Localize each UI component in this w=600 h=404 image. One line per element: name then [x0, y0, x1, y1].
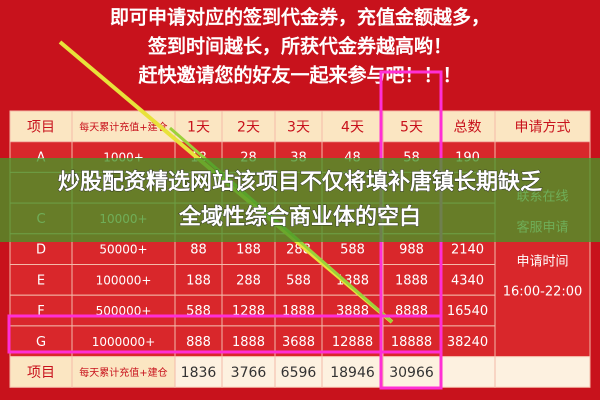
cell-text: D	[36, 243, 46, 258]
table-cell	[71, 294, 176, 327]
cell-text: 188	[186, 273, 211, 288]
cell-text: 项目	[27, 119, 55, 135]
table-cell	[494, 110, 591, 143]
cell-text: 288	[236, 273, 261, 288]
cell-text: 16540	[447, 304, 488, 319]
cell-text: 30966	[389, 365, 434, 381]
cell-text: 申请方式	[515, 119, 571, 135]
cell-text: 4天	[341, 119, 364, 135]
cell-text: 3688	[282, 335, 315, 350]
cell-text: 每天累计充值+建仓	[79, 366, 167, 379]
cell-text: 1888	[395, 273, 428, 288]
cell-text: E	[37, 273, 45, 288]
apply-text: 16:00-22:00	[503, 285, 583, 300]
cell-text: 88	[190, 243, 207, 258]
table-cell	[382, 264, 441, 296]
cell-text: 588	[340, 243, 365, 258]
banner-line: 全域性综合商业体的空白	[178, 204, 421, 230]
table-cell	[274, 264, 323, 296]
cell-text: 38240	[447, 335, 488, 350]
cell-text: 12888	[332, 335, 373, 350]
cell-text: 1836	[181, 365, 217, 381]
cell-text: 3天	[287, 119, 310, 135]
header-line: 即可申请对应的签到代金券，充值金额越多，	[110, 6, 490, 29]
cell-text: 5天	[400, 119, 423, 135]
cell-text: 1888	[232, 335, 265, 350]
cell-text: G	[36, 335, 46, 350]
cell-text: 1天	[187, 119, 210, 135]
highlight-box	[7, 314, 443, 354]
cell-text: 18888	[391, 335, 432, 350]
header-line: 签到时间越长，所获代金券越高哟！	[147, 35, 452, 58]
cell-text: 18946	[330, 365, 375, 381]
cell-text: 2天	[237, 119, 260, 135]
table-cell	[439, 325, 496, 358]
table-cell	[9, 110, 73, 143]
table-cell	[221, 356, 276, 388]
header-line: 赶快邀请您的好友一起来参与吧！！！	[137, 64, 461, 87]
cell-text: 总数	[454, 119, 482, 135]
table-cell	[321, 356, 384, 388]
table-cell	[274, 294, 323, 327]
cell-text: 项目	[27, 365, 55, 381]
cell-text: 4340	[451, 273, 484, 288]
cell-text: 50000+	[99, 243, 147, 257]
table-cell	[439, 110, 496, 143]
cell-text: 2140	[451, 243, 484, 258]
table-cell	[71, 356, 176, 388]
cell-text: 100000+	[96, 273, 152, 287]
cell-text: 1388	[336, 273, 369, 288]
cell-text: 588	[286, 273, 311, 288]
cell-text: F	[37, 304, 44, 319]
table-cell	[9, 356, 73, 388]
table-cell	[439, 356, 496, 388]
banner-line: 炒股配资精选网站该项目不仅将填补唐镇长期缺乏	[58, 169, 542, 195]
cell-text: 188	[236, 243, 261, 258]
cell-text: 每天累计充值+建仓	[79, 120, 167, 133]
cell-text: 3766	[231, 365, 267, 381]
table-cell	[174, 356, 223, 388]
cell-text: 888	[186, 335, 211, 350]
banner	[0, 158, 600, 242]
cell-text: 988	[399, 243, 424, 258]
table-cell	[174, 294, 223, 327]
apply-text: 申请时间	[516, 255, 568, 270]
cell-text: 6596	[281, 365, 317, 381]
cell-text: 1000000+	[92, 335, 156, 349]
table-cell	[494, 356, 591, 388]
